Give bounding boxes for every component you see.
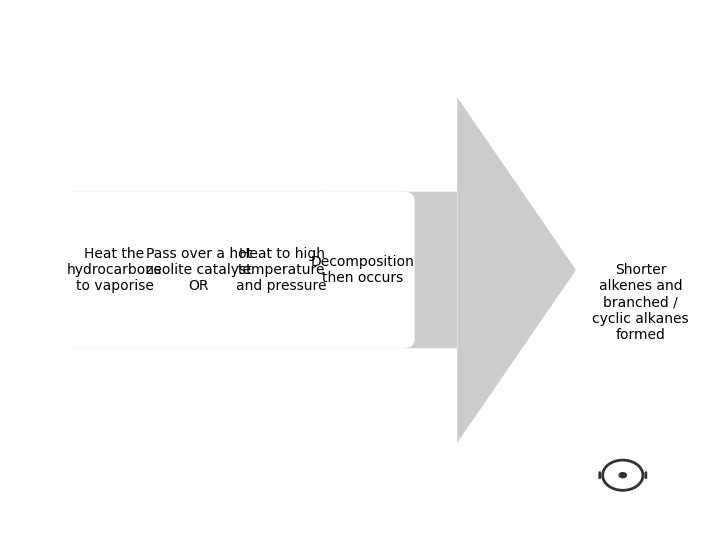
FancyBboxPatch shape <box>230 192 333 349</box>
Text: Decomposition
then occurs: Decomposition then occurs <box>311 255 415 285</box>
Text: Heat to high
temperature
and pressure: Heat to high temperature and pressure <box>236 247 327 293</box>
FancyBboxPatch shape <box>147 192 251 349</box>
Text: Pass over a hot
zeolite catalyst
OR: Pass over a hot zeolite catalyst OR <box>145 247 252 293</box>
Text: Heat the
hydrocarbons
to vaporise: Heat the hydrocarbons to vaporise <box>67 247 162 293</box>
Text: Shorter
alkenes and
branched /
cyclic alkanes
formed: Shorter alkenes and branched / cyclic al… <box>593 263 689 342</box>
FancyBboxPatch shape <box>311 192 415 349</box>
FancyBboxPatch shape <box>63 192 166 349</box>
Polygon shape <box>72 97 576 443</box>
Circle shape <box>618 472 627 478</box>
